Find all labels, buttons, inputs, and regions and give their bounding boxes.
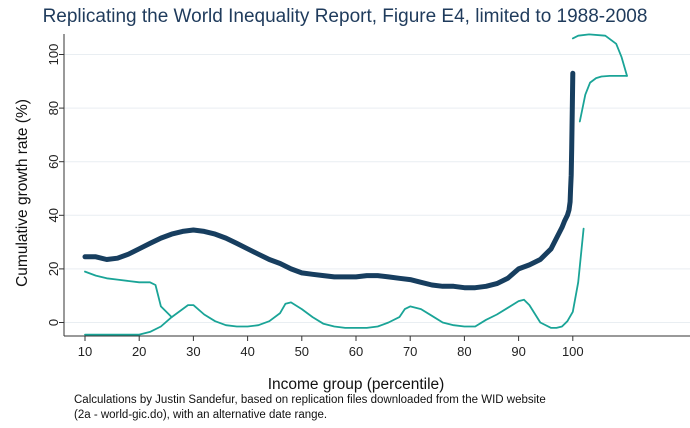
footnote-line-1: Calculations by Justin Sandefur, based o… — [74, 394, 546, 406]
x-tick-label-100: 100 — [562, 344, 584, 359]
y-tick-label-0: 0 — [46, 319, 61, 326]
y-axis-title: Cumulative growth rate (%) — [14, 99, 31, 287]
x-tick-label-60: 60 — [349, 344, 363, 359]
main-series — [82, 70, 576, 291]
gridlines — [64, 54, 690, 323]
footnote-line-2: (2a - world-gic.do), with an alternative… — [74, 409, 328, 421]
x-tick-label-10: 10 — [78, 344, 92, 359]
x-tick-label-20: 20 — [132, 344, 146, 359]
series-line-lower-bound — [84, 316, 173, 336]
series-line-upper-bound-top-segment — [571, 33, 628, 77]
axes: 0 20 40 60 80 100 10 20 30 40 50 60 70 80 90 100 — [46, 34, 690, 359]
x-tick-label-80: 80 — [457, 344, 471, 359]
x-tick-label-30: 30 — [186, 344, 200, 359]
y-tick-label-60: 60 — [46, 154, 61, 168]
series-line-upper-bound-tail — [578, 75, 628, 123]
y-tick-label-20: 20 — [46, 262, 61, 276]
series-line-estimate — [82, 70, 576, 291]
x-tick-label-70: 70 — [403, 344, 417, 359]
x-axis-title: Income group (percentile) — [268, 376, 445, 393]
chart-title: Replicating the World Inequality Report,… — [42, 6, 648, 27]
x-tick-label-40: 40 — [240, 344, 254, 359]
y-tick-label-80: 80 — [46, 101, 61, 115]
y-tick-label-40: 40 — [46, 208, 61, 222]
y-tick-label-100: 100 — [46, 44, 61, 66]
confidence-bounds — [84, 33, 628, 336]
x-tick-label-50: 50 — [295, 344, 309, 359]
x-tick-label-90: 90 — [511, 344, 525, 359]
